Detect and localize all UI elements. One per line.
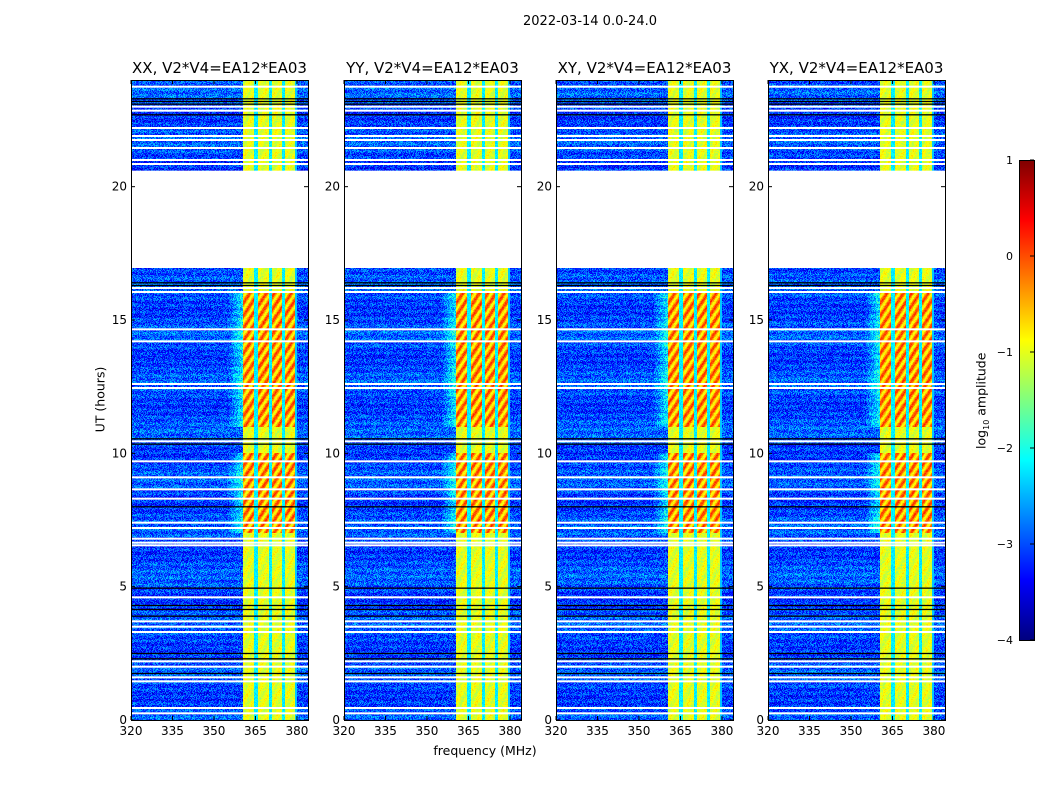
colorbar-tick-label: −3 [997, 538, 1013, 551]
x-axis-label: frequency (MHz) [433, 743, 537, 758]
x-tick-label: 335 [586, 724, 609, 738]
panel-title: XY, V2*V4=EA12*EA03 [557, 59, 732, 77]
x-tick-label: 320 [757, 724, 780, 738]
x-tick-label: 350 [416, 724, 439, 738]
x-tick-label: 350 [628, 724, 651, 738]
y-tick-label: 20 [749, 180, 764, 194]
x-tick-label: 380 [498, 724, 521, 738]
x-tick-label: 350 [840, 724, 863, 738]
y-tick-label: 20 [325, 180, 340, 194]
y-tick-label: 5 [119, 580, 127, 594]
y-tick-label: 10 [112, 446, 127, 460]
x-tick-label: 350 [203, 724, 226, 738]
colorbar-tick-label: −4 [997, 634, 1013, 647]
y-tick-label: 0 [332, 713, 340, 727]
panel-frame [768, 80, 946, 721]
x-tick-label: 320 [120, 724, 143, 738]
x-tick-label: 380 [710, 724, 733, 738]
spectrogram-yy [344, 80, 521, 720]
y-tick-label: 15 [749, 313, 764, 327]
x-tick-label: 365 [244, 724, 267, 738]
colorbar-tick-label: 0 [1006, 250, 1013, 263]
y-tick-label: 0 [119, 713, 127, 727]
y-tick-label: 5 [544, 580, 552, 594]
x-tick-label: 365 [881, 724, 904, 738]
spectrogram-xy [556, 80, 733, 720]
panel-title: YX, V2*V4=EA12*EA03 [769, 59, 944, 77]
y-tick-label: 0 [756, 713, 764, 727]
y-tick-label: 10 [537, 446, 552, 460]
y-tick-label: 20 [537, 180, 552, 194]
y-tick-label: 0 [544, 713, 552, 727]
panel-frame [344, 80, 522, 721]
y-tick-label: 10 [749, 446, 764, 460]
colorbar [1019, 160, 1034, 640]
y-tick-label: 10 [325, 446, 340, 460]
colorbar-tick-label: 1 [1006, 154, 1013, 167]
panel-title: XX, V2*V4=EA12*EA03 [132, 59, 307, 77]
x-tick-label: 320 [545, 724, 568, 738]
x-tick-label: 380 [285, 724, 308, 738]
panel-title: YY, V2*V4=EA12*EA03 [346, 59, 519, 77]
colorbar-label-log: log [973, 429, 989, 449]
y-tick-label: 5 [332, 580, 340, 594]
y-tick-label: 5 [756, 580, 764, 594]
x-tick-label: 380 [922, 724, 945, 738]
figure-title: 2022-03-14 0.0-24.0 [523, 14, 657, 29]
x-tick-label: 335 [374, 724, 397, 738]
colorbar-tick-label: −2 [997, 442, 1013, 455]
colorbar-frame [1019, 160, 1035, 641]
spectrogram-xx [131, 80, 308, 720]
y-axis-label: UT (hours) [92, 366, 108, 433]
x-tick-label: 365 [457, 724, 480, 738]
y-tick-label: 15 [325, 313, 340, 327]
x-tick-label: 320 [333, 724, 356, 738]
colorbar-label: log10 amplitude [973, 341, 991, 461]
y-tick-label: 20 [112, 180, 127, 194]
panel-frame [131, 80, 309, 721]
x-tick-label: 365 [669, 724, 692, 738]
x-tick-label: 335 [798, 724, 821, 738]
y-tick-label: 15 [112, 313, 127, 327]
colorbar-label-rest: amplitude [973, 352, 989, 420]
x-tick-label: 335 [161, 724, 184, 738]
spectrogram-yx [768, 80, 945, 720]
colorbar-tick-label: −1 [997, 346, 1013, 359]
colorbar-label-sub: 10 [981, 419, 991, 430]
panel-frame [556, 80, 734, 721]
y-tick-label: 15 [537, 313, 552, 327]
